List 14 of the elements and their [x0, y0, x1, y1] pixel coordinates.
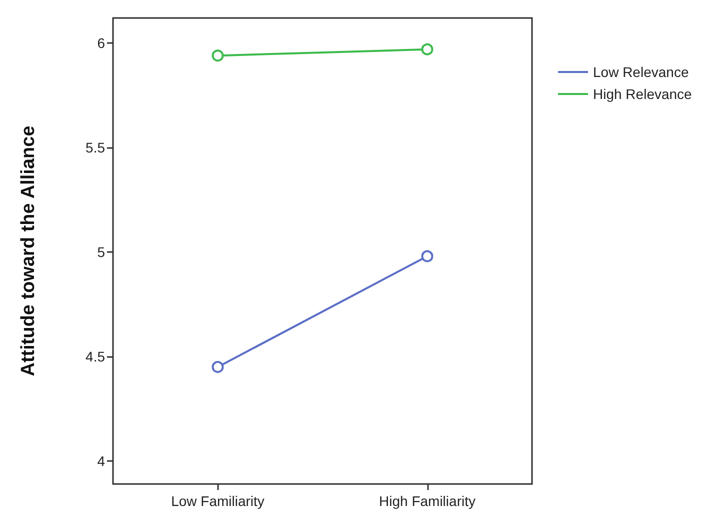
point: [421, 43, 434, 56]
y-tick-label: 4.5: [86, 348, 106, 365]
y-tick-label: 4: [97, 453, 106, 470]
point: [212, 50, 224, 62]
y-tick-label: 5.5: [86, 140, 106, 156]
x-tick-label: High Familiarity: [379, 493, 476, 509]
y-tick-label: 5: [97, 244, 106, 260]
point: [421, 250, 434, 262]
x-tick-label: Low Familiarity: [171, 493, 264, 509]
y-axis-title: Attitude toward the Alliance: [18, 126, 39, 376]
point: [212, 360, 224, 373]
legend-label: High Relevance: [593, 86, 692, 102]
y-tick-label: 6: [97, 35, 106, 52]
legend-label: Low Relevance: [593, 64, 689, 80]
